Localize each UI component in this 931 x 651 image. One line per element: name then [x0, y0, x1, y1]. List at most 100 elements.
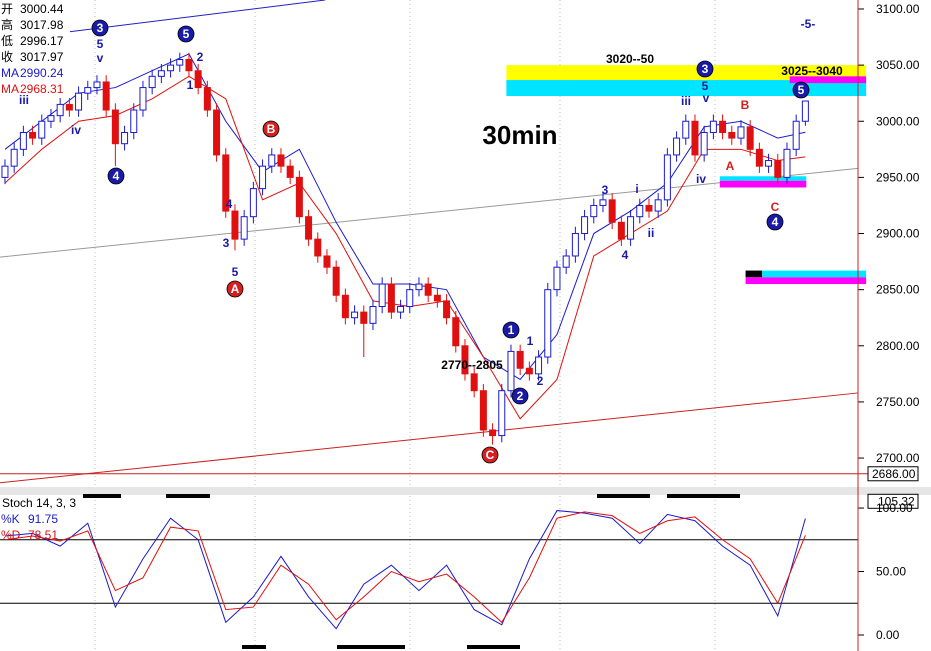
info-value: 3000.44	[20, 2, 64, 16]
info-value: 3017.97	[20, 50, 64, 64]
candle-body	[222, 154, 230, 212]
candle-body	[562, 255, 570, 268]
wave-label: B	[267, 122, 276, 136]
candle-body	[249, 188, 257, 218]
y-tick-label: 3050.00	[876, 58, 920, 72]
info-box	[0, 0, 70, 98]
zone	[719, 180, 807, 188]
wave-label: 4	[226, 197, 233, 211]
trendline	[0, 167, 859, 258]
candle-body	[351, 311, 359, 319]
candle-body	[415, 283, 423, 291]
wave-label: B	[741, 98, 750, 112]
candle-body	[240, 216, 248, 240]
wave-label: 4	[772, 215, 779, 229]
wave-label: iv	[71, 123, 81, 137]
time-grid	[94, 0, 716, 651]
y-tick-label: 2800.00	[876, 339, 920, 353]
plot	[0, 0, 870, 630]
wave-label: 5	[183, 27, 190, 41]
candle-body	[314, 238, 322, 257]
wave-label: 5	[702, 79, 709, 93]
info-label: 收	[1, 50, 13, 64]
wave-label: iv	[696, 172, 706, 186]
wave-label: 3020--50	[606, 52, 654, 66]
candle-body	[360, 311, 368, 324]
y-tick-label: 2950.00	[876, 170, 920, 184]
candle-body	[627, 216, 635, 240]
wave-label: 5	[232, 265, 239, 279]
candle-body	[673, 137, 681, 156]
candle-body	[498, 390, 506, 437]
candle-body	[654, 199, 662, 212]
wave-circle	[502, 321, 520, 339]
candle-body	[443, 300, 451, 319]
candle-body	[102, 81, 110, 111]
candle-body	[581, 216, 589, 235]
candle-body	[700, 131, 708, 156]
wave-label: 1	[508, 323, 515, 337]
candle-body	[599, 199, 607, 206]
y-tick-label: 3100.00	[876, 2, 920, 16]
candle-body	[19, 131, 27, 150]
candle-body	[56, 103, 64, 117]
candle-body	[470, 373, 478, 392]
y-tick-label: 2850.00	[876, 283, 920, 297]
candle-body	[424, 283, 432, 296]
candle-body	[765, 160, 773, 167]
candle-body	[489, 429, 497, 437]
wave-label: 3	[97, 21, 104, 35]
candle-body	[636, 204, 644, 218]
candle-body	[29, 131, 37, 139]
cursor-label: 2686.00	[872, 467, 916, 481]
candle-body	[111, 109, 119, 145]
candle-body	[121, 131, 129, 145]
candle-body	[203, 87, 211, 111]
candle-body	[268, 154, 276, 167]
candle-body	[746, 126, 754, 150]
candle-body	[645, 204, 653, 212]
session-bars	[83, 494, 740, 649]
wave-label: 2	[517, 389, 524, 403]
overlay: 2686.003100.003050.003000.002950.002900.…	[1, 2, 920, 642]
candle-body	[608, 199, 616, 223]
zone	[745, 270, 763, 278]
wave-label: C	[771, 200, 780, 214]
candle-body	[305, 216, 313, 240]
candle-body	[332, 266, 340, 296]
trendline	[0, 392, 859, 484]
indicator-title: Stoch 14, 3, 3	[2, 496, 76, 510]
line-series	[4, 511, 806, 624]
wave-circle	[766, 213, 784, 231]
wave-circle	[511, 387, 529, 405]
zone	[789, 76, 867, 84]
candle-body	[544, 289, 552, 358]
wave-circle	[177, 25, 195, 43]
candle-body	[792, 120, 800, 150]
candle-body	[801, 100, 809, 122]
wave-label: 2	[537, 374, 544, 388]
candle-body	[691, 120, 699, 156]
last-box	[867, 493, 919, 509]
candle-body	[1, 165, 9, 178]
y-tick-label: 2700.00	[876, 451, 920, 465]
legend-name: %D	[1, 528, 21, 542]
wave-label: iii	[19, 93, 29, 107]
wave-label: 1	[187, 78, 194, 92]
wave-label: i	[635, 182, 638, 196]
legend-value: 91.75	[28, 512, 58, 526]
wave-label: ii	[648, 226, 655, 240]
wave-label: 3	[223, 236, 230, 250]
y-tick-label: 100.00	[876, 501, 913, 515]
candle-body	[130, 109, 138, 133]
wave-label: 1	[527, 334, 534, 348]
info-label: 低	[1, 34, 13, 48]
wave-label: 4	[113, 169, 120, 183]
candle-body	[571, 233, 579, 257]
legend-value: 78.51	[28, 528, 58, 542]
candle-body	[755, 148, 763, 167]
y-tick-label: 3000.00	[876, 114, 920, 128]
candle-body	[682, 120, 690, 139]
wave-label: 2	[197, 50, 204, 64]
